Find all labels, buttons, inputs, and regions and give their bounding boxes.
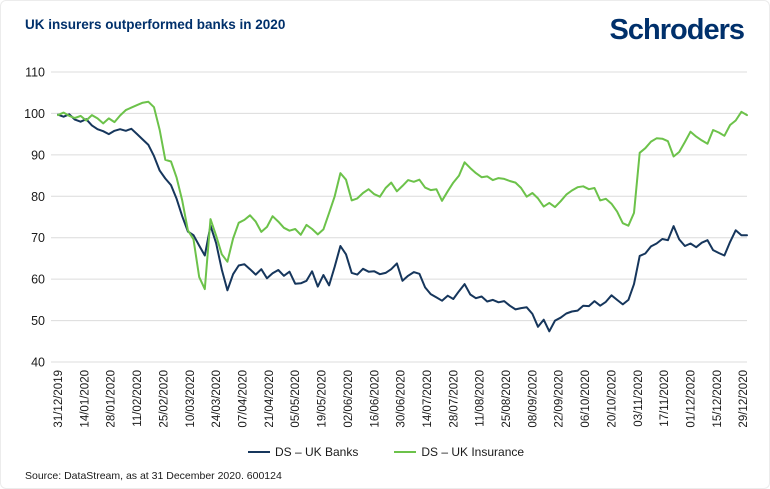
x-tick-label: 31/12/2019 (53, 370, 65, 428)
x-tick-label: 14/01/2020 (79, 370, 91, 428)
schroders-logo: Schroders (609, 14, 745, 46)
insurance-line (57, 100, 748, 291)
x-tick-label: 25/08/2020 (501, 370, 513, 428)
x-tick-label: 10/03/2020 (185, 370, 197, 428)
y-tick-label: 70 (31, 231, 45, 245)
x-tick-label: 22/09/2020 (554, 370, 566, 428)
legend-label-banks: DS – UK Banks (274, 445, 359, 459)
x-tick-label: 11/02/2020 (132, 370, 144, 427)
legend-label-insurance: DS – UK Insurance (421, 445, 525, 459)
banks-line-swatch (247, 451, 270, 453)
page-title: UK insurers outperformed banks in 2020 (25, 17, 286, 32)
legend-item-banks: DS – UK Banks (247, 445, 359, 459)
x-tick-label: 08/09/2020 (527, 370, 539, 428)
x-tick-label: 17/11/2020 (659, 370, 671, 427)
y-tick-label: 60 (31, 273, 45, 287)
source-note: Source: DataStream, as at 31 December 20… (25, 470, 282, 482)
x-tick-label: 01/12/2020 (686, 370, 698, 428)
banks-line (57, 113, 748, 333)
insurance-line-swatch (394, 451, 417, 453)
y-tick-label: 110 (25, 66, 45, 80)
y-tick-label: 90 (31, 148, 45, 162)
y-tick-label: 80 (31, 190, 45, 204)
x-tick-label: 28/01/2020 (106, 370, 118, 428)
x-tick-label: 16/06/2020 (369, 370, 381, 428)
x-tick-label: 06/10/2020 (580, 370, 592, 428)
x-tick-label: 07/04/2020 (238, 370, 250, 428)
x-tick-label: 03/11/2020 (633, 370, 645, 427)
chart-legend: DS – UK Banks DS – UK Insurance (1, 445, 769, 459)
x-tick-label: 28/07/2020 (448, 370, 460, 428)
x-tick-label: 19/05/2020 (317, 370, 329, 428)
x-tick-label: 21/04/2020 (264, 370, 276, 428)
y-tick-label: 40 (31, 356, 45, 370)
x-tick-label: 29/12/2020 (738, 370, 750, 428)
x-tick-label: 15/12/2020 (712, 370, 724, 428)
x-tick-label: 30/06/2020 (396, 370, 408, 428)
x-tick-label: 25/02/2020 (158, 370, 170, 428)
price-chart: 110 100 90 80 70 60 50 40 31/12/2019 14/01/2020 28… (24, 66, 750, 428)
x-tick-label: 14/07/2020 (422, 370, 434, 428)
y-tick-label: 50 (31, 314, 45, 328)
x-tick-label: 05/05/2020 (290, 370, 302, 428)
y-tick-label: 100 (24, 107, 45, 121)
x-tick-label: 20/10/2020 (607, 370, 619, 428)
legend-item-insurance: DS – UK Insurance (394, 445, 524, 459)
x-tick-label: 24/03/2020 (211, 370, 223, 428)
x-tick-label: 11/08/2020 (475, 370, 487, 427)
x-tick-label: 02/06/2020 (343, 370, 355, 428)
